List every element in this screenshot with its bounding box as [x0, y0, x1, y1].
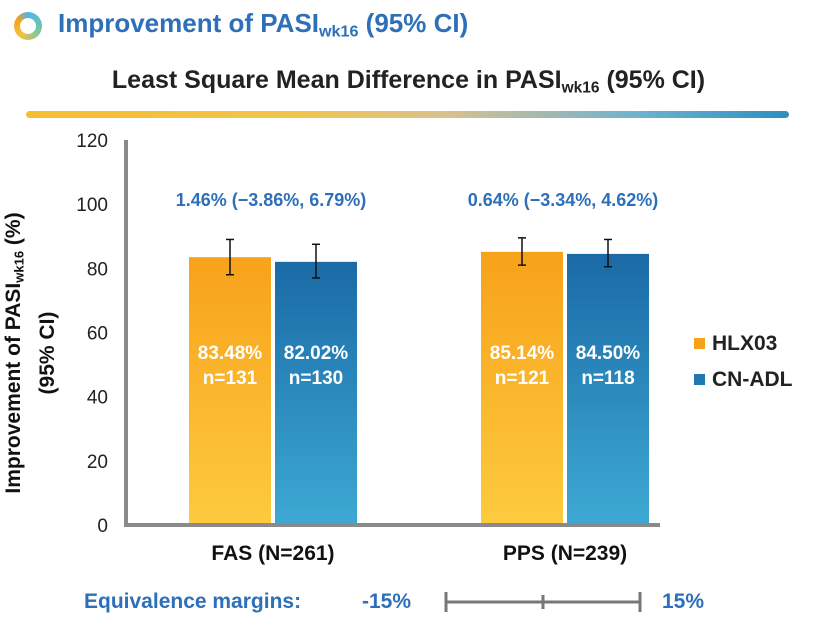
bar-n-label: n=118 — [581, 368, 634, 389]
bar-n-label: n=130 — [289, 368, 343, 389]
bar-n-label: n=131 — [203, 368, 258, 389]
equivalence-low: -15% — [362, 590, 412, 613]
bar-n-label: n=121 — [495, 368, 550, 389]
legend-item-hlx03: HLX03 — [694, 332, 777, 356]
bar-value-label: 84.50% — [576, 343, 641, 364]
page-title: Improvement of PASIwk16 (95% CI) — [58, 8, 469, 41]
bar-value-label: 83.48% — [198, 343, 263, 364]
equivalence-range-bar — [444, 592, 642, 612]
legend-item-cn-adl: CN-ADL — [694, 368, 792, 392]
y-tick-label: 20 — [87, 452, 108, 473]
x-category-label: PPS (N=239) — [503, 542, 627, 565]
chart-title: Least Square Mean Difference in PASIwk16… — [111, 66, 706, 97]
difference-annotation: 1.46% (−3.86%, 6.79%) — [176, 190, 367, 210]
legend-swatch-cn-adl — [694, 374, 705, 385]
ring-icon — [14, 12, 42, 40]
difference-annotation: 0.64% (−3.34%, 4.62%) — [468, 190, 659, 210]
x-category-label: FAS (N=261) — [211, 542, 334, 565]
y-tick-label: 100 — [76, 195, 108, 216]
bar-cn-adl — [275, 261, 357, 523]
bar-cn-adl — [567, 253, 649, 524]
bar-hlx03 — [189, 257, 271, 523]
equivalence-high: 15% — [662, 590, 705, 613]
y-tick-label: 120 — [76, 131, 108, 152]
y-tick-label: 80 — [87, 259, 108, 280]
y-tick-label: 0 — [97, 516, 108, 537]
bar-value-label: 85.14% — [490, 343, 555, 364]
title-divider — [26, 111, 789, 118]
legend-swatch-hlx03 — [694, 338, 705, 349]
bar-value-label: 82.02% — [284, 343, 349, 364]
y-tick-label: 60 — [87, 324, 108, 345]
y-tick-label: 40 — [87, 388, 108, 409]
bar-hlx03 — [481, 251, 563, 523]
equivalence-margins-label: Equivalence margins: — [84, 590, 302, 613]
